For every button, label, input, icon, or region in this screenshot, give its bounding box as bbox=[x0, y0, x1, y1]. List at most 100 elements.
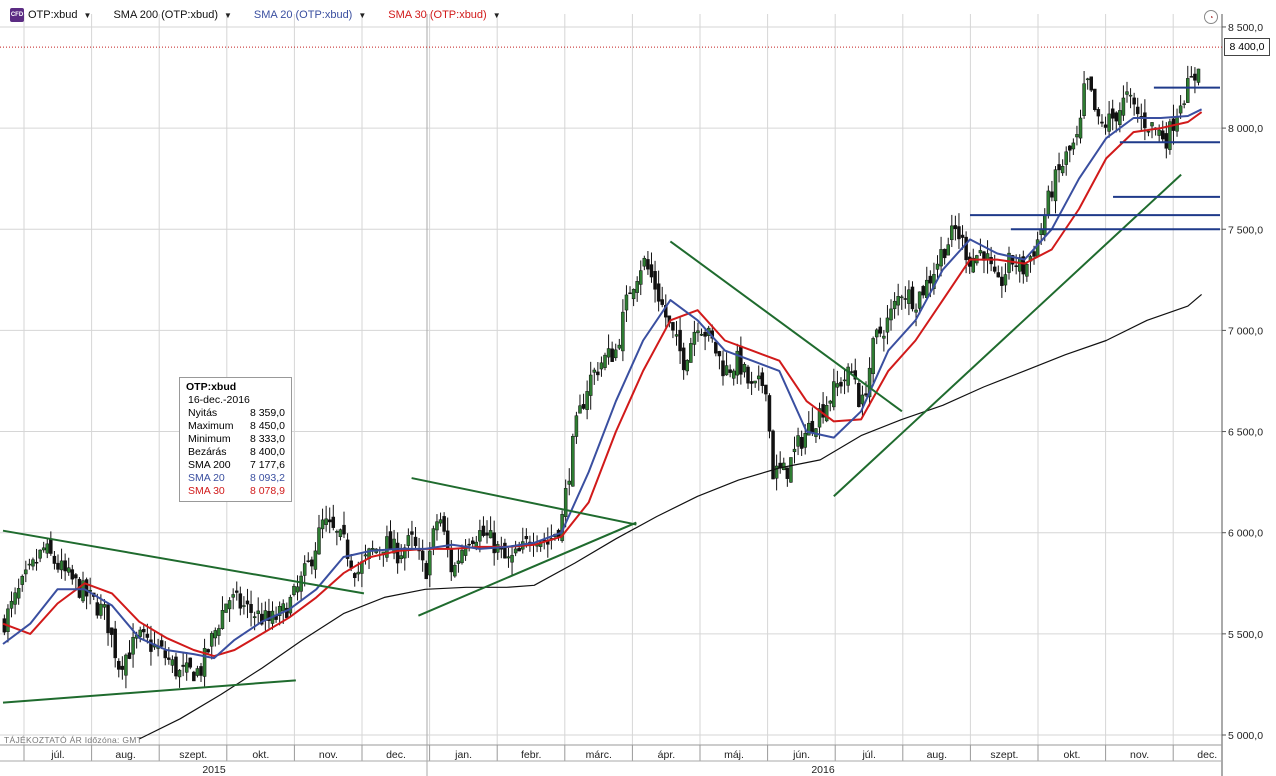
month-label: okt. bbox=[1064, 749, 1081, 761]
legend-value: 8 333,0 bbox=[249, 433, 285, 445]
sma30-line bbox=[2, 111, 1203, 658]
candle-body bbox=[885, 317, 890, 333]
legend-title: OTP:xbud bbox=[186, 381, 237, 393]
candle-body bbox=[1082, 83, 1086, 116]
candle-body bbox=[971, 257, 976, 273]
symbol-selector[interactable]: CFD OTP:xbud ▼ bbox=[0, 8, 91, 22]
candle-body bbox=[435, 521, 439, 531]
candle-body bbox=[281, 603, 285, 612]
candle-body bbox=[431, 528, 436, 548]
candle-body bbox=[1150, 122, 1154, 127]
candle-body bbox=[613, 349, 618, 359]
candle-body bbox=[206, 649, 210, 653]
candle-body bbox=[295, 586, 300, 593]
candle-body bbox=[1057, 164, 1061, 171]
candle-body bbox=[907, 289, 911, 304]
month-label: jan. bbox=[454, 749, 472, 761]
candle-body bbox=[510, 554, 514, 563]
candle-body bbox=[231, 594, 235, 598]
month-label: okt. bbox=[252, 749, 269, 761]
candle-body bbox=[202, 648, 207, 677]
sma30-label: SMA 30 (OTP:xbud) bbox=[388, 9, 487, 21]
month-label: máj. bbox=[724, 749, 744, 761]
chevron-down-icon[interactable]: ▼ bbox=[358, 10, 367, 20]
trendline[interactable] bbox=[833, 173, 1182, 498]
trendline[interactable] bbox=[2, 679, 296, 704]
candle-body bbox=[649, 264, 654, 278]
candle-body bbox=[835, 383, 840, 388]
candle-body bbox=[27, 563, 32, 566]
candle-body bbox=[1064, 151, 1068, 165]
trendline[interactable] bbox=[418, 521, 637, 617]
candle-body bbox=[238, 593, 243, 609]
candle-body bbox=[917, 291, 922, 309]
candle-body bbox=[914, 309, 918, 313]
legend-label: Maximum bbox=[188, 420, 234, 432]
candle-body bbox=[882, 335, 886, 339]
candle-body bbox=[1118, 110, 1122, 125]
candle-body bbox=[942, 248, 947, 259]
candle-body bbox=[345, 539, 350, 559]
candle-body bbox=[363, 554, 368, 557]
candle-body bbox=[563, 488, 568, 517]
candle-body bbox=[313, 550, 318, 570]
month-label: aug. bbox=[115, 749, 135, 761]
candle-body bbox=[1164, 133, 1169, 149]
candle-body bbox=[66, 567, 71, 573]
candle-body bbox=[1060, 166, 1065, 174]
candle-body bbox=[174, 656, 178, 677]
sma30-selector[interactable]: SMA 30 (OTP:xbud) ▼ bbox=[388, 9, 500, 21]
candle-body bbox=[324, 518, 328, 525]
candle-body bbox=[921, 286, 925, 296]
candle-body bbox=[492, 532, 496, 554]
candle-body bbox=[184, 662, 189, 673]
chevron-down-icon[interactable]: ▼ bbox=[224, 10, 232, 20]
chevron-down-icon[interactable]: ▼ bbox=[83, 10, 92, 20]
candle-body bbox=[9, 600, 14, 609]
candle-body bbox=[24, 569, 28, 575]
candle-body bbox=[889, 308, 893, 321]
candle-body bbox=[671, 322, 675, 331]
candle-body bbox=[1178, 105, 1183, 114]
candle-body bbox=[728, 369, 732, 373]
candle-body bbox=[470, 540, 475, 544]
clock-icon[interactable]: ◔ bbox=[1204, 10, 1218, 24]
candle-body bbox=[331, 516, 336, 528]
candle-body bbox=[792, 448, 797, 453]
candle-body bbox=[195, 668, 200, 676]
month-label: febr. bbox=[521, 749, 541, 761]
chevron-down-icon[interactable]: ▼ bbox=[492, 10, 501, 20]
sma200-selector[interactable]: SMA 200 (OTP:xbud) ▼ bbox=[113, 9, 231, 21]
y-tick-label: 8 500,0 bbox=[1228, 22, 1263, 34]
candle-body bbox=[946, 244, 950, 256]
candle-body bbox=[749, 381, 754, 384]
candle-body bbox=[992, 266, 997, 272]
legend-value: 8 359,0 bbox=[249, 407, 285, 419]
candle-body bbox=[113, 628, 117, 659]
candle-body bbox=[746, 366, 750, 384]
y-tick-label: 5 000,0 bbox=[1228, 730, 1263, 742]
candle-body bbox=[34, 561, 39, 564]
candle-body bbox=[20, 575, 24, 585]
sma20-selector[interactable]: SMA 20 (OTP:xbud) ▼ bbox=[254, 9, 366, 21]
candle-body bbox=[832, 381, 836, 408]
candle-body bbox=[306, 560, 311, 562]
candle-body bbox=[1003, 274, 1008, 286]
trendline[interactable] bbox=[669, 240, 903, 413]
candle-body bbox=[488, 530, 493, 539]
candle-body bbox=[824, 405, 829, 422]
candle-body bbox=[1096, 109, 1101, 117]
candle-body bbox=[849, 371, 854, 373]
candle-body bbox=[910, 286, 915, 310]
candle-body bbox=[692, 331, 697, 345]
trendline[interactable] bbox=[411, 477, 637, 526]
candle-body bbox=[960, 234, 965, 238]
candle-body bbox=[878, 326, 883, 334]
trendline[interactable] bbox=[2, 529, 365, 595]
candle-body bbox=[571, 435, 575, 487]
month-label: aug. bbox=[927, 749, 947, 761]
candle-body bbox=[996, 272, 1001, 278]
price-info-label: TÁJÉKOZTATÓ ÁR Időzóna: GMT bbox=[4, 735, 143, 745]
month-label: jún. bbox=[792, 749, 810, 761]
candle-body bbox=[438, 519, 443, 524]
